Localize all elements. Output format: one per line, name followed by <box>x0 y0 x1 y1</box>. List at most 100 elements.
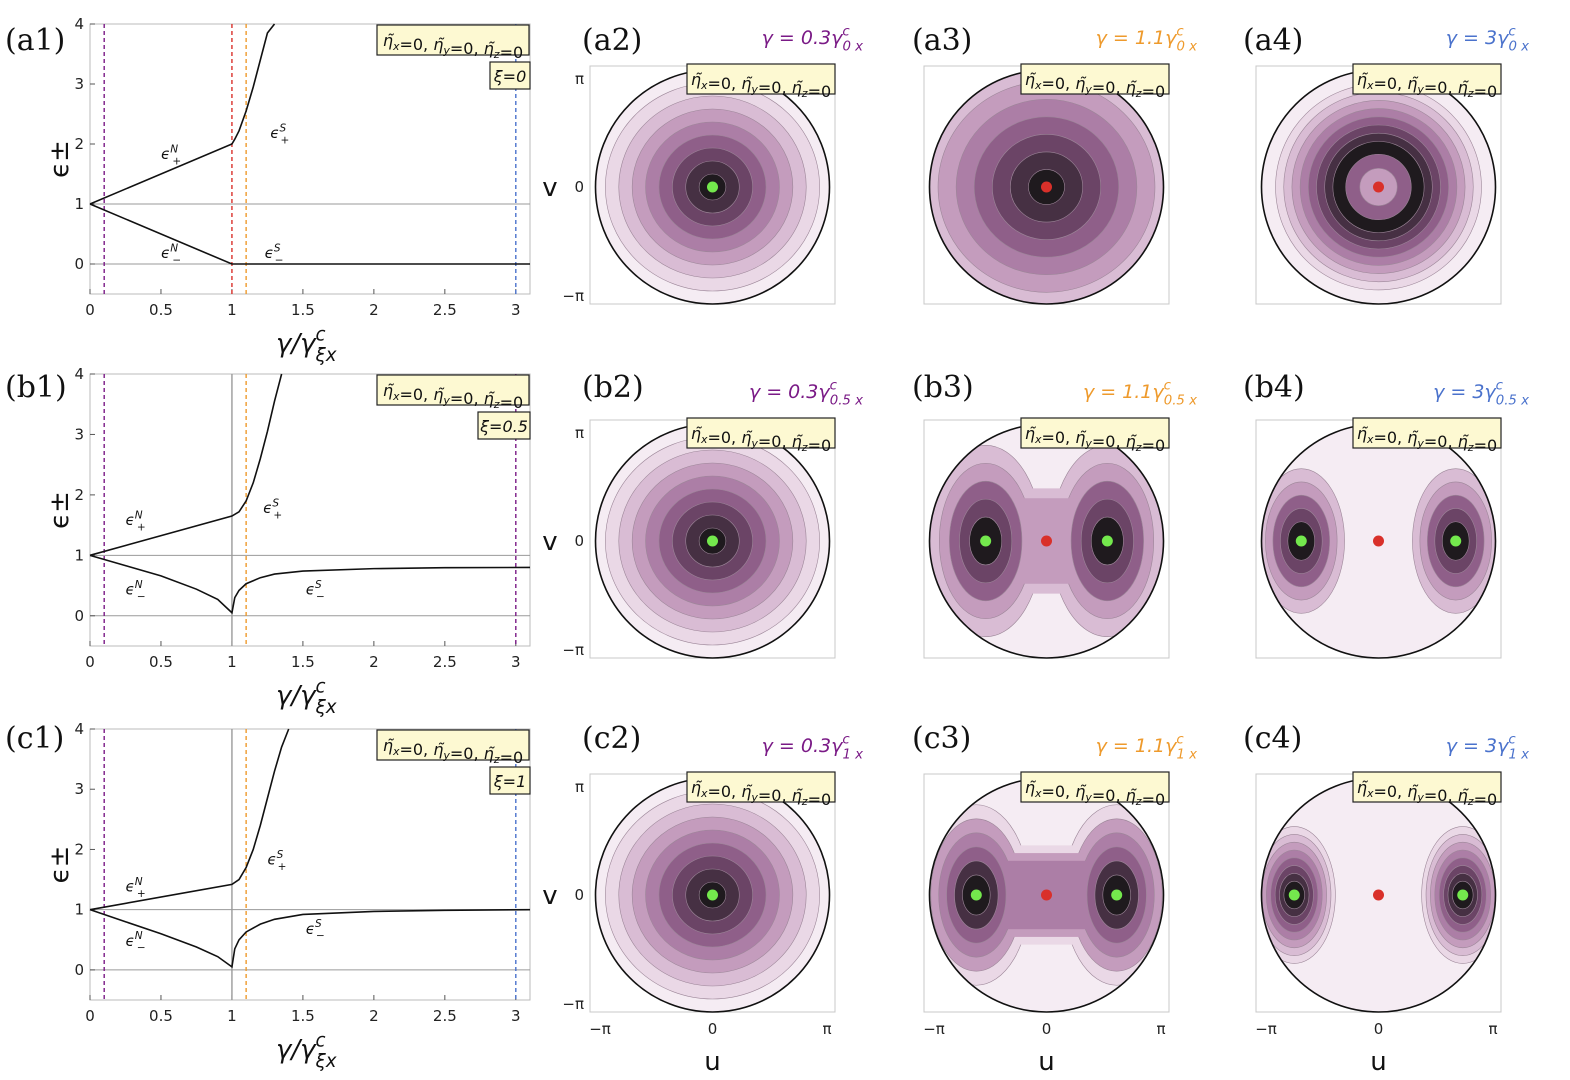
minimum-marker <box>1101 535 1113 547</box>
y-tick-label: 2 <box>74 840 84 858</box>
y-tick-label: −π <box>562 641 584 659</box>
plot-frame <box>89 728 531 1001</box>
curve-label: ϵS − <box>306 579 325 603</box>
x-axis-title: u <box>1038 1047 1054 1077</box>
saddle-marker <box>1373 889 1384 901</box>
y-tick-label: 1 <box>74 195 84 213</box>
line-chart-a1: 0 0.5 1 1.5 2 2.5 3 0 1 2 3 4 ϵN + ϵS + ϵN − ϵS − η̃x=0, η̃y… <box>45 15 531 366</box>
y-axis-title: ϵ± <box>45 140 75 178</box>
minimum-marker <box>707 535 718 547</box>
gamma-title: γ = 0.3γc 0.5 x <box>749 378 863 408</box>
gamma-title: γ = 3γc 1 x <box>1446 732 1529 762</box>
curve-label: ϵN − <box>125 579 145 603</box>
xi-label: ξ=0 <box>493 67 527 86</box>
saddle-marker <box>1373 535 1384 547</box>
gamma-title: γ = 0.3γc 1 x <box>762 732 863 762</box>
x-tick-label: 3 <box>511 1007 521 1025</box>
minimum-marker <box>707 889 718 901</box>
saddle-marker <box>1373 181 1384 193</box>
y-tick-label: π <box>575 424 584 442</box>
legend-box-text: η̃x=0, η̃y=0, η̃z=0 <box>691 778 831 809</box>
curve-label: ϵS − <box>265 242 284 266</box>
legend-box-box <box>1352 417 1502 449</box>
x-tick-label: 0 <box>85 1007 95 1025</box>
x-axis-title: u <box>704 1047 720 1077</box>
panel-label-c3: (c3) <box>912 721 971 756</box>
minimum-marker <box>1295 535 1307 547</box>
xi-box-rect <box>477 411 531 440</box>
y-tick-label: 4 <box>74 720 84 738</box>
curve-label: ϵN + <box>125 509 145 533</box>
y-axis-title: v <box>542 173 557 203</box>
x-tick-label: 3 <box>511 301 521 319</box>
legend-box: η̃x=0, η̃y=0, η̃z=0 <box>1020 63 1170 101</box>
series-line-upper <box>89 23 276 205</box>
contour-panel-a4: η̃x=0, η̃y=0, η̃z=0 γ = 3γc 0 x <box>1255 24 1529 305</box>
y-tick-label: 1 <box>74 901 84 919</box>
x-tick-label: −π <box>1255 1020 1277 1038</box>
legend-box-text: η̃x=0, η̃y=0, η̃z=0 <box>383 736 523 767</box>
contour-panel-a2: η̃x=0, η̃y=0, η̃z=0 γ = 0.3γc 0 x π 0 −π v <box>542 24 863 305</box>
legend-box-box <box>686 771 836 803</box>
series-line-lower <box>89 203 530 265</box>
legend-box-text: η̃x=0, η̃y=0, η̃z=0 <box>383 381 523 412</box>
contour-panel-c2: η̃x=0, η̃y=0, η̃z=0 γ = 0.3γc 1 x π 0 −π v −π 0 π… <box>542 732 863 1077</box>
x-tick-label: 2.5 <box>433 1007 457 1025</box>
plot-frame <box>89 373 531 647</box>
gamma-title: γ = 1.1γc 0.5 x <box>1083 378 1197 408</box>
panel-label-a1: (a1) <box>5 23 65 58</box>
saddle-marker <box>1041 535 1052 547</box>
y-tick-label: 0 <box>74 607 84 625</box>
legend-box-text: η̃x=0, η̃y=0, η̃z=0 <box>1025 778 1165 809</box>
legend-box-text: η̃x=0, η̃y=0, η̃z=0 <box>1025 424 1165 455</box>
y-tick-label: 4 <box>74 15 84 33</box>
x-tick-label: 2 <box>369 301 379 319</box>
y-tick-label: 3 <box>74 425 84 443</box>
x-axis-title: u <box>1370 1047 1386 1077</box>
gamma-title: γ = 1.1γc 1 x <box>1096 732 1197 762</box>
curve-label: ϵS + <box>267 849 286 873</box>
panel-label-a4: (a4) <box>1243 23 1303 58</box>
legend-box-box <box>1020 771 1170 803</box>
legend-box-box <box>376 729 530 761</box>
y-axis-title: v <box>542 881 557 911</box>
legend-box: η̃x=0, η̃y=0, η̃z=0 <box>1352 63 1502 101</box>
x-tick-label: 0.5 <box>149 1007 173 1025</box>
x-tick-label: 1.5 <box>291 301 315 319</box>
y-tick-label: 0 <box>574 886 584 904</box>
legend-box-text: η̃x=0, η̃y=0, η̃z=0 <box>1025 70 1165 101</box>
saddle-marker <box>1041 889 1052 901</box>
y-tick-label: −π <box>562 995 584 1013</box>
panel-label-a2: (a2) <box>582 23 642 58</box>
xi-box-rect <box>489 61 531 90</box>
x-tick-label: 2.5 <box>433 301 457 319</box>
x-tick-label: 0.5 <box>149 301 173 319</box>
curve-label: ϵN − <box>125 930 145 954</box>
y-tick-label: 0 <box>74 961 84 979</box>
legend-box: η̃x=0, η̃y=0, η̃z=0 <box>1020 417 1170 455</box>
y-axis-title: ϵ± <box>45 846 75 884</box>
x-tick-label: −π <box>589 1020 611 1038</box>
legend-box: η̃x=0, η̃y=0, η̃z=0 <box>686 63 836 101</box>
minimum-marker <box>707 181 718 193</box>
curve-label: ϵN + <box>161 143 181 167</box>
contour-panel-a3: η̃x=0, η̃y=0, η̃z=0 γ = 1.1γc 0 x <box>923 24 1197 305</box>
legend-box: η̃x=0, η̃y=0, η̃z=0 <box>686 771 836 809</box>
panel-label-b4: (b4) <box>1243 370 1305 405</box>
x-tick-label: 2 <box>369 1007 379 1025</box>
y-tick-label: 4 <box>74 365 84 383</box>
legend-box: η̃x=0, η̃y=0, η̃z=0 <box>1352 771 1502 809</box>
y-tick-label: 0 <box>74 255 84 273</box>
y-tick-label: π <box>575 70 584 88</box>
legend-box-box <box>376 24 530 56</box>
x-tick-label: 2 <box>369 653 379 671</box>
panel-label-c4: (c4) <box>1243 721 1302 756</box>
series-line-upper <box>89 373 283 557</box>
y-tick-label: 3 <box>74 75 84 93</box>
x-tick-label: 1.5 <box>291 653 315 671</box>
x-tick-label: 0 <box>1042 1020 1052 1038</box>
series-line-lower <box>89 908 531 969</box>
legend-box-box <box>1352 771 1502 803</box>
legend-box-text: η̃x=0, η̃y=0, η̃z=0 <box>1357 778 1497 809</box>
